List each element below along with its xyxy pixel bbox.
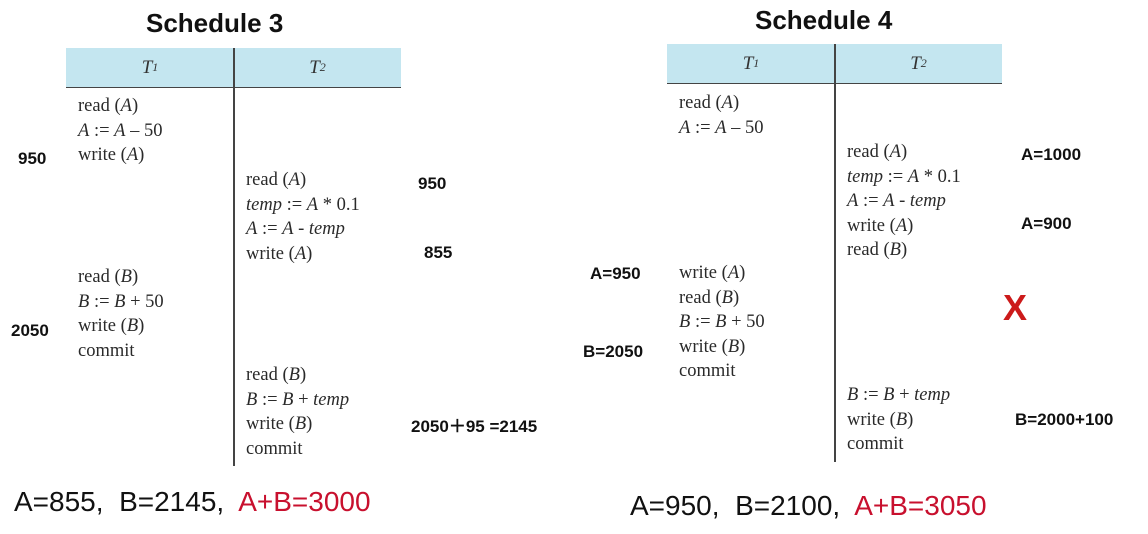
operation-line: write (A) [679,263,746,283]
operation-line: read (A) [246,170,307,190]
operation-line: write (A) [246,243,313,264]
operation-line: write (B) [78,316,145,336]
operation-line: read (B) [679,287,740,308]
t1-subscript: 1 [753,56,760,70]
t2-subscript: 2 [319,60,326,74]
operation-line: read (A) [78,96,139,116]
schedule-3-t2-block-1: read (A) temp := A * 0.1 A := A - temp writ… [246,168,360,266]
schedule-3-summary-sum: A+B=3000 [238,486,371,517]
operation-line: commit [246,438,303,459]
schedule-4-divider [834,44,836,462]
operation-line: read (B) [847,240,908,260]
t2-label: T [910,52,921,74]
operation-line: A := A – 50 [679,117,764,138]
t1-label: T [742,52,754,74]
operation-line: A := A - temp [246,219,345,239]
t2-label: T [309,56,320,78]
schedule-3-t1-block-1: read (A) A := A – 50 write (A) [78,94,162,168]
schedule-3-note-a-950-right: 950 [418,174,447,193]
operation-line: A := A – 50 [78,120,163,141]
conflict-cross-icon: X [1003,287,1028,328]
schedule-3-t1-block-2: read (B) B := B + 50 write (B) commit [78,265,164,363]
t2-subscript: 2 [920,56,927,70]
operation-line: A := A - temp [847,191,946,211]
schedule-3-note-b-2050: 2050 [11,321,49,340]
schedule-4-note-b-2100: B=2000+100 [1015,410,1114,429]
operation-line: write (B) [847,409,914,430]
operation-line: read (A) [679,93,740,113]
schedule-3-t2-block-2: read (B) B := B + temp write (B) commit [246,363,349,461]
t1-subscript: 1 [152,60,159,74]
schedule-4-t2-block-1: read (A) temp := A * 0.1 A := A - temp writ… [847,140,961,263]
operation-line: write (B) [679,336,746,357]
operation-line: B := B + 50 [679,312,765,332]
schedule-4-t1-block-1: read (A) A := A – 50 [679,91,763,140]
t1-label: T [141,56,153,78]
schedule-3-summary-values: A=855, B=2145, [14,486,239,517]
operation-line: B := B + temp [847,385,951,405]
schedule-4-note-b-2050: B=2050 [583,342,644,361]
schedule-4-note-a-1000: A=1000 [1021,145,1082,164]
schedule-3-note-a-855: 855 [424,243,453,262]
operation-line: B := B + 50 [78,291,164,312]
operation-line: commit [78,340,135,361]
operation-line: write (A) [847,215,914,236]
schedule-4-note-a-950: A=950 [590,264,641,283]
operation-line: temp := A * 0.1 [246,194,360,215]
operation-line: commit [847,434,904,454]
schedule-3-note-a-950-left: 950 [18,149,47,168]
operation-line: write (B) [246,414,313,434]
operation-line: read (B) [246,365,307,385]
schedule-3-divider [233,48,235,466]
schedule-4-note-a-900: A=900 [1021,214,1072,233]
schedule-3-title: Schedule 3 [146,8,284,38]
schedule-4-t2-block-2: B := B + temp write (B) commit [847,383,950,457]
operation-line: read (A) [847,142,908,162]
operation-line: commit [679,361,736,381]
operation-line: temp := A * 0.1 [847,166,961,187]
schedule-3-note-b-2145: 2050＋95 =2145 [411,417,538,436]
schedule-4-summary-values: A=950, B=2100, [630,490,855,521]
operation-line: write (A) [78,145,145,165]
schedule-4-summary: A=950, B=2100, A+B=3050 [630,492,987,520]
operation-line: read (B) [78,267,139,287]
schedule-4-title: Schedule 4 [755,5,893,35]
schedule-3-summary: A=855, B=2145, A+B=3000 [14,488,371,516]
schedule-4-t1-block-2: write (A) read (B) B := B + 50 write (B) com… [679,261,765,384]
operation-line: B := B + temp [246,389,350,410]
schedule-4-summary-sum: A+B=3050 [854,490,987,521]
